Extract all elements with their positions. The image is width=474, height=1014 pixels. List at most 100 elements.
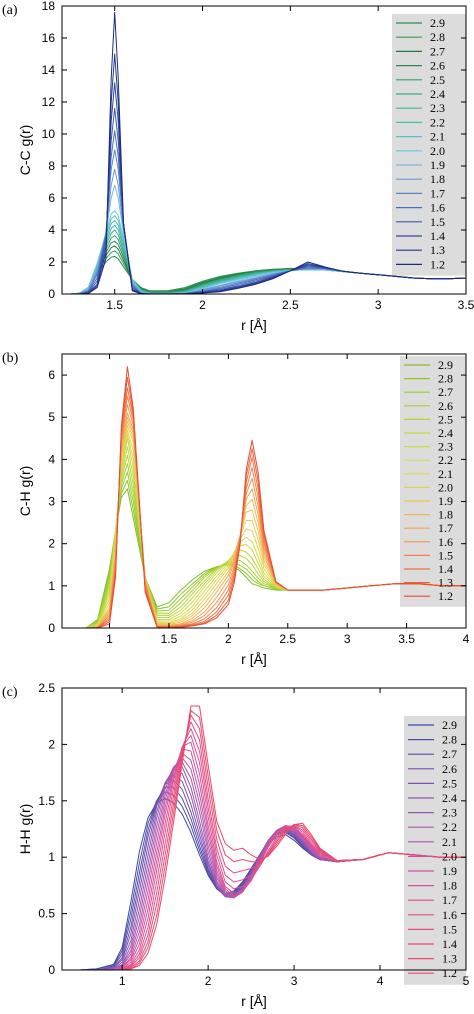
x-tick-label: 3.5 (398, 632, 415, 646)
panel-hh: 1 2 3 4 5 0 0.5 1 1.5 2 2.5 r [Å] H-H g(r) (c) 2.9 2.8 2… (0, 676, 474, 1014)
x-tick-label: 5 (463, 974, 470, 988)
plot-frame (61, 353, 467, 629)
legend-label: 1.5 (442, 922, 457, 936)
legend-label: 1.9 (438, 494, 453, 508)
x-tick-label: 4 (377, 974, 384, 988)
y-tick-label: 16 (42, 31, 56, 45)
legend-label: 2.9 (442, 718, 457, 732)
chart-svg: 1 2 3 4 500.511.522.5r [Å]H-H g(r)(c)2.92.82… (2, 681, 470, 1009)
legend-label: 2.9 (430, 16, 445, 30)
plot-frame (61, 5, 467, 295)
legend-label: 1.3 (430, 243, 445, 257)
x-tick-label: 1.5 (161, 632, 178, 646)
legend-label: 2.5 (438, 412, 453, 426)
x-tick-label: 1.5 (106, 298, 123, 312)
chart-svg: 1.5 2 2.5 3 3.5 0 2 4 6 8 10 12 14 16 18 r [Å] C-C g(r) (… (2, 0, 474, 333)
y-tick-label: 12 (42, 95, 56, 109)
x-tick-label: 3 (375, 298, 382, 312)
series-line-1.2 (70, 11, 466, 294)
series-line-1.2 (85, 366, 466, 628)
x-tick-label: 2 (205, 974, 212, 988)
legend-label: 1.8 (438, 508, 453, 522)
legend-label: 2.0 (442, 849, 457, 863)
y-tick-label: 2 (48, 537, 55, 551)
x-tick-label: 1 (106, 632, 113, 646)
y-tick-label: 6 (48, 368, 55, 382)
x-tick-label: 4 (463, 632, 470, 646)
legend-label: 2.3 (442, 806, 457, 820)
legend-label: 1.7 (442, 893, 457, 907)
panel-label: (a) (2, 3, 18, 18)
y-axis-label: H-H g(r) (17, 804, 33, 855)
legend-background (404, 716, 466, 985)
y-tick-label: 6 (48, 191, 55, 205)
legend-label: 2.3 (438, 440, 453, 454)
panel-ch: 1 1.5 2 2.5 3 3.5 4 0 1 2 3 4 5 6 r [Å] C-H g(r) (b) 2.9 2… (0, 340, 474, 678)
y-tick-label: 0 (48, 963, 55, 977)
y-tick-label: 5 (48, 410, 55, 424)
legend-label: 2.8 (438, 372, 453, 386)
y-tick-label: 2 (48, 737, 55, 751)
legend-label: 1.2 (442, 966, 457, 980)
legend-label: 1.4 (430, 229, 445, 243)
legend-label: 2.7 (438, 385, 453, 399)
x-tick-label: 2.5 (282, 298, 299, 312)
legend-label: 2.8 (442, 733, 457, 747)
legend-label: 2.1 (430, 130, 445, 144)
y-axis-label: C-H g(r) (17, 466, 33, 517)
legend-label: 1.2 (438, 589, 453, 603)
y-tick-label: 0.5 (38, 907, 55, 921)
y-axis-label: C-C g(r) (17, 125, 33, 176)
series-line-1.8 (79, 741, 466, 970)
legend-label: 1.6 (430, 201, 445, 215)
legend-label: 1.6 (438, 535, 453, 549)
x-tick-label: 3 (344, 632, 351, 646)
panel-label: (c) (2, 685, 18, 700)
series-line-1.2 (79, 705, 466, 970)
legend-label: 1.8 (442, 879, 457, 893)
legend-label: 1.3 (438, 576, 453, 590)
legend-background (400, 356, 466, 607)
legend-label: 1.9 (442, 864, 457, 878)
x-tick-label: 1 (119, 974, 126, 988)
y-tick-label: 0 (48, 621, 55, 635)
legend-label: 2.0 (438, 480, 453, 494)
panel-label: (b) (2, 351, 19, 366)
x-tick-label: 3 (291, 974, 298, 988)
y-tick-label: 1.5 (38, 794, 55, 808)
legend-label: 1.8 (430, 172, 445, 186)
y-tick-label: 0 (48, 287, 55, 301)
y-tick-label: 14 (42, 63, 56, 77)
x-tick-label: 2 (225, 632, 232, 646)
legend-label: 1.7 (430, 186, 445, 200)
legend-background (392, 14, 466, 276)
y-tick-label: 8 (48, 159, 55, 173)
legend-label: 2.0 (430, 144, 445, 158)
legend-label: 1.5 (430, 215, 445, 229)
legend-label: 1.6 (442, 908, 457, 922)
y-tick-label: 2.5 (38, 681, 55, 695)
legend-label: 2.5 (442, 776, 457, 790)
panel-cc: 1.5 2 2.5 3 3.5 0 2 4 6 8 10 12 14 16 18 r [Å] C-C g(r) (… (0, 0, 474, 333)
legend-label: 2.5 (430, 73, 445, 87)
legend-label: 2.1 (442, 835, 457, 849)
legend-label: 2.4 (438, 426, 453, 440)
legend-label: 2.9 (438, 358, 453, 372)
legend-label: 2.3 (430, 101, 445, 115)
y-tick-label: 4 (48, 452, 55, 466)
x-tick-label: 2 (199, 298, 206, 312)
legend-label: 2.8 (430, 30, 445, 44)
x-axis-label: r [Å] (241, 317, 267, 333)
x-tick-label: 2.5 (279, 632, 296, 646)
legend-label: 2.7 (430, 44, 445, 58)
legend-label: 1.4 (442, 937, 457, 951)
legend-label: 1.7 (438, 521, 453, 535)
legend-label: 1.4 (438, 562, 453, 576)
legend-label: 1.9 (430, 158, 445, 172)
x-axis-label: r [Å] (241, 993, 267, 1009)
y-tick-label: 18 (42, 0, 56, 13)
legend-label: 2.2 (442, 820, 457, 834)
y-tick-label: 1 (48, 579, 55, 593)
legend-label: 2.2 (430, 115, 445, 129)
